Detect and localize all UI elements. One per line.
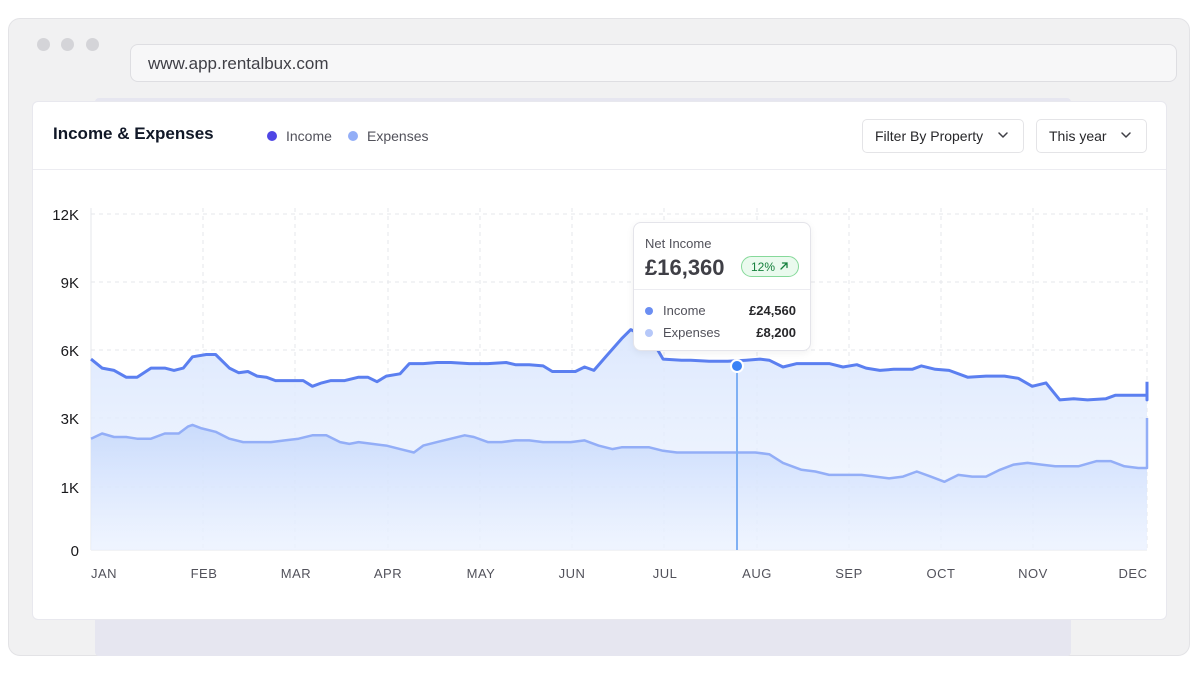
period-label: This year xyxy=(1049,128,1107,144)
chevron-down-icon xyxy=(995,127,1011,146)
address-bar[interactable]: www.app.rentalbux.com xyxy=(130,44,1177,82)
net-income-tooltip: Net Income £16,360 12% Income £24,560 Ex… xyxy=(633,222,811,351)
tooltip-income-dot xyxy=(645,306,653,315)
tooltip-title: Net Income xyxy=(645,236,712,251)
tooltip-net-value: £16,360 xyxy=(645,255,725,280)
tooltip-expenses-label: Expenses xyxy=(663,325,721,340)
chevron-down-icon xyxy=(1118,127,1134,146)
filter-property-dropdown[interactable]: Filter By Property xyxy=(862,119,1024,153)
income-expenses-card: Income & Expenses Income Expenses Filter… xyxy=(32,101,1167,620)
window-close-dot[interactable] xyxy=(37,38,50,51)
window-minimize-dot[interactable] xyxy=(61,38,74,51)
change-badge: 12% xyxy=(741,256,799,277)
arrow-up-right-icon xyxy=(779,260,789,274)
tooltip-income-label: Income xyxy=(663,303,706,318)
tooltip-divider xyxy=(634,289,810,290)
tooltip-income-value: £24,560 xyxy=(749,303,796,318)
tooltip-income-row: Income xyxy=(645,303,706,318)
window-maximize-dot[interactable] xyxy=(86,38,99,51)
period-dropdown[interactable]: This year xyxy=(1036,119,1147,153)
header-divider xyxy=(33,169,1166,170)
card-title: Income & Expenses xyxy=(53,124,214,143)
legend-expenses-label: Expenses xyxy=(367,128,429,144)
tooltip-expenses-value: £8,200 xyxy=(756,325,796,340)
change-value: 12% xyxy=(750,259,776,274)
url-text: www.app.rentalbux.com xyxy=(148,54,329,73)
tooltip-expenses-row: Expenses xyxy=(645,325,720,340)
legend-income-label: Income xyxy=(286,128,332,144)
legend-expenses-dot xyxy=(348,131,358,141)
tooltip-expenses-dot xyxy=(645,328,653,337)
legend-income: Income xyxy=(267,128,332,144)
legend-expenses: Expenses xyxy=(348,128,428,144)
filter-property-label: Filter By Property xyxy=(875,128,984,144)
legend-income-dot xyxy=(267,131,277,141)
